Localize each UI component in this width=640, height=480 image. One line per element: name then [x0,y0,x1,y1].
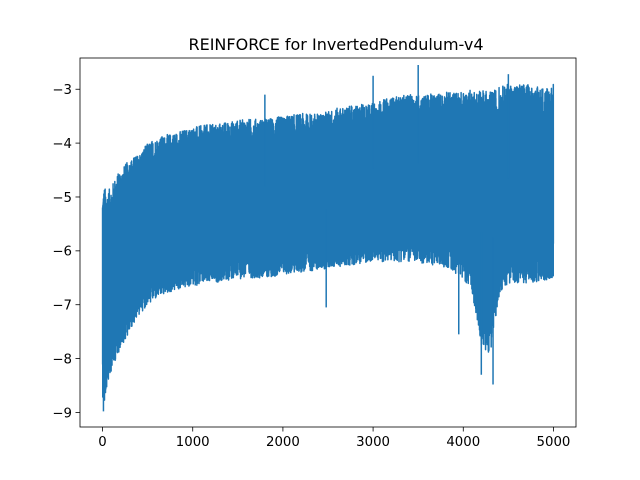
y-tick-label: −5 [52,191,72,206]
x-tick-label: 2000 [266,435,300,450]
plot-area [101,65,555,412]
x-tick-label: 0 [98,435,106,450]
x-tick-label: 3000 [356,435,390,450]
chart-title: REINFORCE for InvertedPendulum-v4 [188,35,483,54]
y-tick-label: −9 [52,406,72,421]
x-tick-label: 5000 [537,435,571,450]
y-tick-label: −8 [52,352,72,367]
x-tick-label: 1000 [176,435,210,450]
y-tick-label: −6 [52,245,72,260]
series-line [101,83,555,401]
x-tick-label: 4000 [446,435,480,450]
y-tick-label: −7 [52,299,72,314]
axes-frame [79,57,577,428]
y-tick-label: −4 [52,137,72,152]
axes: 0 1000 2000 3000 4000 5000 −9 −8 −7 −6 −5 −4 −3 [52,57,577,450]
y-tick-label: −3 [52,83,72,98]
